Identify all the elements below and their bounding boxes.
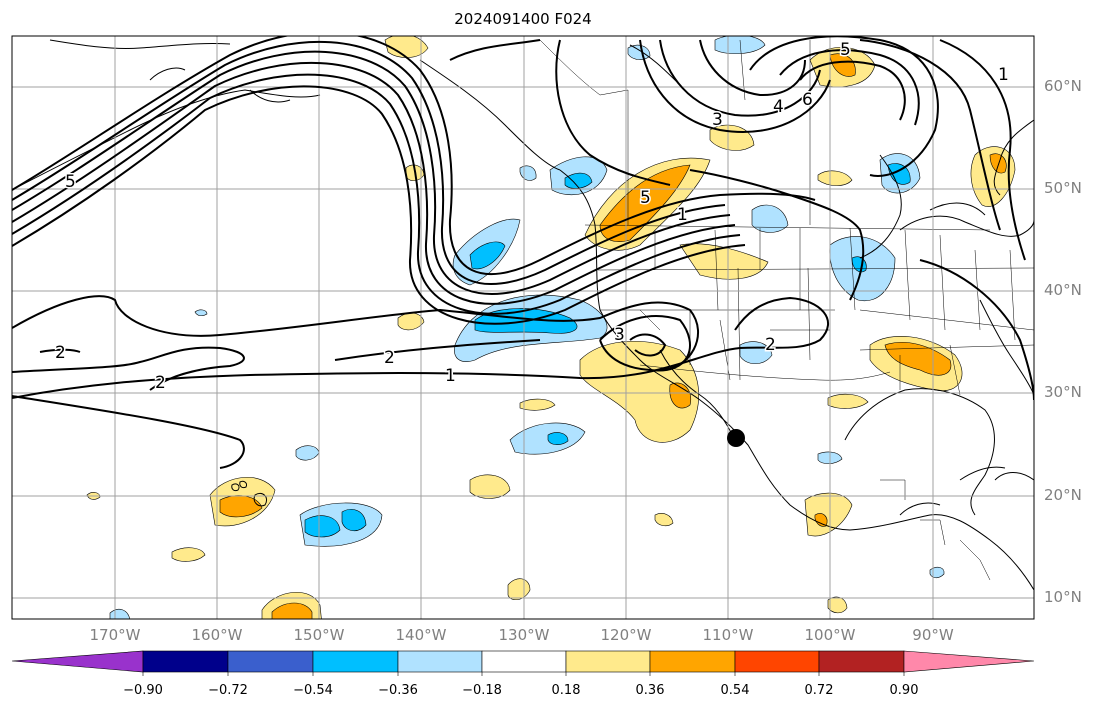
colorbar-segment [142, 650, 229, 673]
colorbar-segment [734, 650, 820, 673]
longitude-label: 140°W [395, 626, 447, 644]
longitude-label: 90°W [912, 626, 954, 644]
contour-label: 3 [712, 110, 723, 130]
longitude-label: 170°W [89, 626, 141, 644]
colorbar-tick-label: −0.18 [462, 683, 502, 698]
graticule [12, 36, 1034, 619]
contour-label: 1 [445, 366, 456, 386]
colorbar-segment [649, 650, 736, 673]
contour-label: 2 [55, 343, 66, 363]
contour-label: 2 [384, 348, 395, 368]
map-frame [11, 35, 1035, 620]
longitude-label: 110°W [702, 626, 754, 644]
contour-label: 5 [65, 172, 76, 192]
contour-label: 2 [765, 335, 776, 355]
colorbar-tick-label: −0.36 [378, 683, 418, 698]
longitude-label: 160°W [191, 626, 243, 644]
colorbar-segment [481, 650, 567, 673]
colorbar-tick-label: −0.54 [293, 683, 333, 698]
colorbar-tick-label: 0.72 [804, 683, 834, 698]
colorbar-tick-label: 0.18 [551, 683, 581, 698]
latitude-label: 50°N [1044, 179, 1082, 197]
contour-label: 5 [640, 188, 651, 208]
latitude-label: 60°N [1044, 77, 1082, 95]
longitude-label: 100°W [804, 626, 856, 644]
latitude-label: 20°N [1044, 486, 1082, 504]
contour-label: 2 [155, 373, 166, 393]
contour-label: 1 [677, 205, 688, 225]
location-marker [727, 429, 745, 447]
colorbar-tick-label: 0.36 [635, 683, 665, 698]
colorbar-tick-label: −0.72 [208, 683, 248, 698]
contour-lines [12, 36, 1034, 469]
contour-label: 3 [614, 325, 625, 345]
latitude-label: 40°N [1044, 281, 1082, 299]
contour-label: 5 [840, 40, 851, 60]
colorbar-extend-max [903, 650, 1035, 673]
colorbar-segment [227, 650, 314, 673]
colorbar-tick-label: 0.90 [889, 683, 919, 698]
latitude-label: 30°N [1044, 383, 1082, 401]
map-area: 1 2 2 2 3 3 4 5 6 5 1 1 2 5 [12, 36, 1034, 619]
contour-label: 4 [773, 97, 784, 117]
longitude-label: 150°W [293, 626, 345, 644]
colorbar-segment [397, 650, 483, 673]
latitude-label: 10°N [1044, 588, 1082, 606]
contour-label: 1 [998, 65, 1009, 85]
coastlines [12, 39, 1034, 591]
colorbar-segment [312, 650, 399, 673]
colorbar-tick-label: −0.90 [123, 683, 163, 698]
colorbar-tick-label: 0.54 [720, 683, 750, 698]
colorbar-segment [818, 650, 905, 673]
longitude-label: 120°W [600, 626, 652, 644]
colorbar-extend-min [11, 650, 144, 673]
colorbar [11, 650, 1035, 676]
longitude-label: 130°W [498, 626, 550, 644]
map-title: 2024091400 F024 [454, 10, 592, 28]
contour-labels: 1 2 2 2 3 3 4 5 6 5 1 1 2 5 [54, 39, 1011, 395]
colorbar-segment [565, 650, 651, 673]
contour-label: 6 [802, 90, 813, 110]
